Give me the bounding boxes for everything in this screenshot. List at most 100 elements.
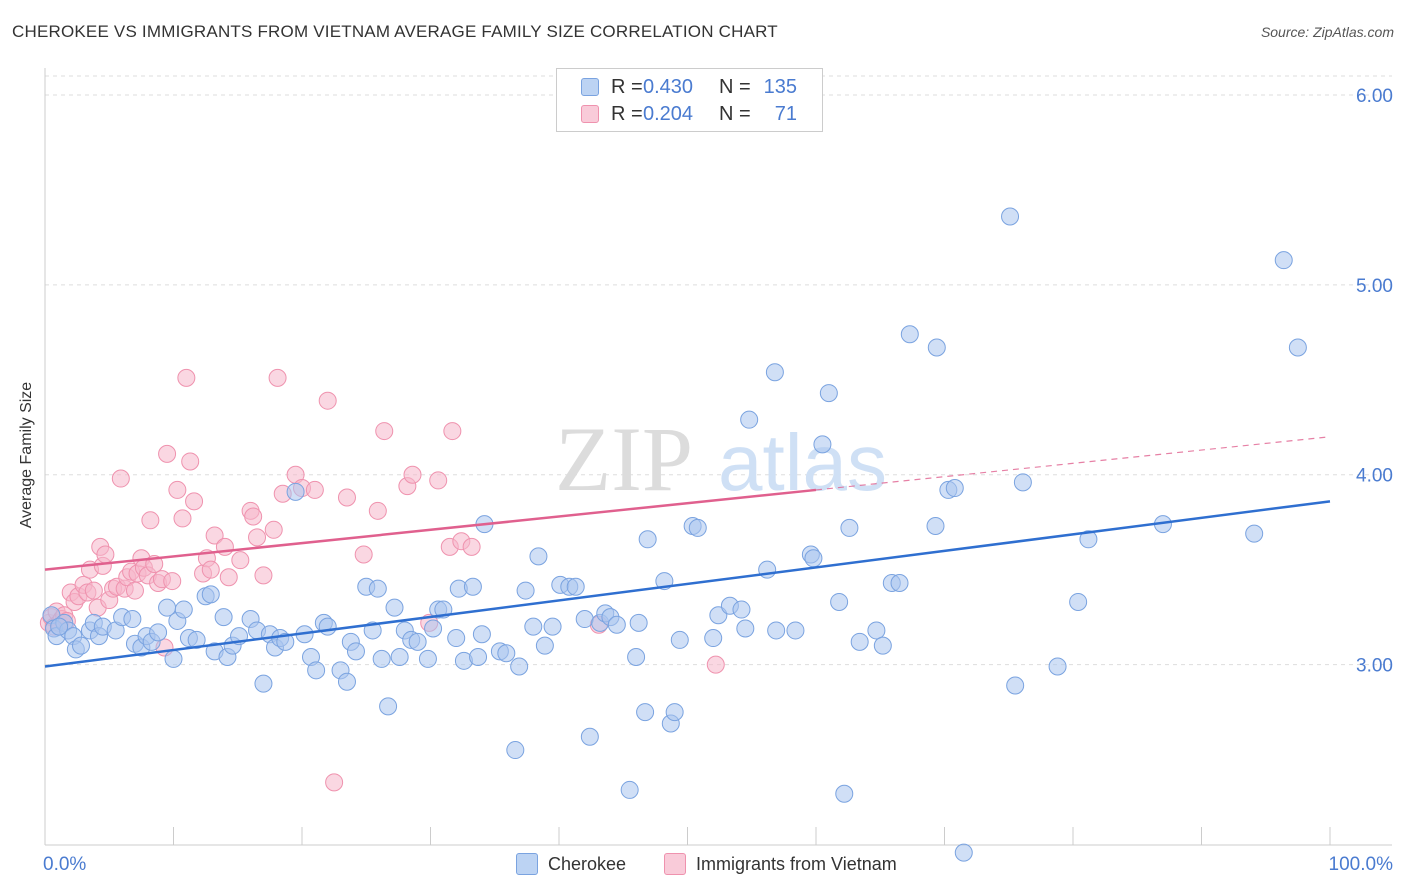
vietnam-trend-line (44, 488, 817, 571)
cherokee-point (214, 608, 233, 627)
cherokee-point (372, 649, 391, 668)
cherokee-point (636, 703, 655, 722)
vietnam-point (443, 422, 462, 441)
cherokee-point (835, 784, 854, 803)
cherokee-point (926, 517, 945, 536)
legend-row-vietnam: R = 0.204 N = 71 (581, 102, 797, 126)
cherokee-point (1006, 676, 1025, 695)
cherokee-point (497, 644, 516, 663)
cherokee-point (1048, 657, 1067, 676)
cherokee-point (418, 649, 437, 668)
vietnam-point (254, 566, 273, 585)
cherokee-point (813, 435, 832, 454)
cherokee-point (740, 410, 759, 429)
cherokee-point (379, 697, 398, 716)
vietnam-trend-extension (815, 436, 1331, 491)
cherokee-point (529, 547, 548, 566)
cherokee-point (767, 621, 786, 640)
vietnam-point (375, 422, 394, 441)
vietnam-point (354, 545, 373, 564)
axes (44, 68, 1392, 846)
cherokee-point (670, 630, 689, 649)
cherokee-point (1069, 592, 1088, 611)
legend-r-label: R = (611, 102, 643, 125)
cherokee-point (254, 674, 273, 693)
legend-n-value: 71 (774, 102, 797, 125)
vietnam-point (403, 465, 422, 484)
cherokee-point (629, 613, 648, 632)
cherokee-point (463, 577, 482, 596)
cherokee-point (580, 727, 599, 746)
cherokee-points (42, 207, 1307, 862)
cherokee-point (390, 648, 409, 667)
bottom-legend-vietnam: Immigrants from Vietnam (664, 852, 897, 876)
cherokee-point (174, 600, 193, 619)
cherokee-point (201, 585, 220, 604)
vietnam-point (231, 551, 250, 570)
cherokee-point (873, 636, 892, 655)
cherokee-point (840, 518, 859, 537)
vietnam-point (429, 471, 448, 490)
cherokee-point (276, 632, 295, 651)
cherokee-point (187, 630, 206, 649)
vietnam-point (462, 537, 481, 556)
vietnam-point (111, 469, 130, 488)
cherokee-point (890, 573, 909, 592)
vietnam-point (185, 492, 204, 511)
vietnam-point (96, 545, 115, 564)
bottom-legend-vietnam-label: Immigrants from Vietnam (696, 853, 897, 874)
cherokee-trend-line (44, 500, 1331, 668)
bottom-swatch-pink (664, 853, 686, 875)
cherokee-point (524, 617, 543, 636)
bottom-legend-cherokee: Cherokee (516, 852, 626, 876)
cherokee-point (850, 632, 869, 651)
bottom-swatch-blue (516, 853, 538, 875)
cherokee-point (516, 581, 535, 600)
cherokee-point (704, 629, 723, 648)
y-tick-label: 6.00 (1356, 86, 1393, 107)
grid-lines (45, 75, 1392, 666)
cherokee-point (472, 625, 491, 644)
cherokee-point (368, 579, 387, 598)
cherokee-point (307, 661, 326, 680)
cherokee-point (900, 325, 919, 344)
cherokee-point (424, 619, 443, 638)
cherokee-point (607, 615, 626, 634)
trend-lines (44, 436, 1331, 668)
legend-row-cherokee: R = 0.430 N = 135 (581, 75, 797, 99)
cherokee-point (709, 606, 728, 625)
vietnam-point (337, 488, 356, 507)
vietnam-point (205, 526, 224, 545)
cherokee-point (945, 479, 964, 498)
cherokee-point (954, 843, 973, 862)
cherokee-point (1274, 251, 1293, 270)
cherokee-point (867, 621, 886, 640)
vietnam-point (177, 368, 196, 387)
cherokee-point (164, 649, 183, 668)
cherokee-point (1079, 530, 1098, 549)
vietnam-point (163, 572, 182, 591)
cherokee-point (786, 621, 805, 640)
cherokee-point (149, 623, 168, 642)
vietnam-point (325, 773, 344, 792)
cherokee-point (286, 482, 305, 501)
cherokee-point (447, 629, 466, 648)
cherokee-point (927, 338, 946, 357)
correlation-legend: R = 0.430 N = 135 R = 0.204 N = 71 (556, 68, 823, 132)
legend-r-label: R = (611, 75, 643, 98)
legend-swatch-blue (581, 78, 599, 96)
legend-r-value: 0.204 (643, 102, 694, 125)
vietnam-point (173, 509, 192, 528)
cherokee-point (804, 549, 823, 568)
cherokee-point (469, 648, 488, 667)
cherokee-point (627, 648, 646, 667)
cherokee-point (665, 703, 684, 722)
cherokee-point (575, 610, 594, 629)
x-tick-label: 100.0% (1329, 854, 1394, 875)
cherokee-point (71, 636, 90, 655)
vietnam-point (706, 655, 725, 674)
y-tick-label: 3.00 (1356, 656, 1393, 677)
cherokee-point (1013, 473, 1032, 492)
cherokee-point (688, 518, 707, 537)
